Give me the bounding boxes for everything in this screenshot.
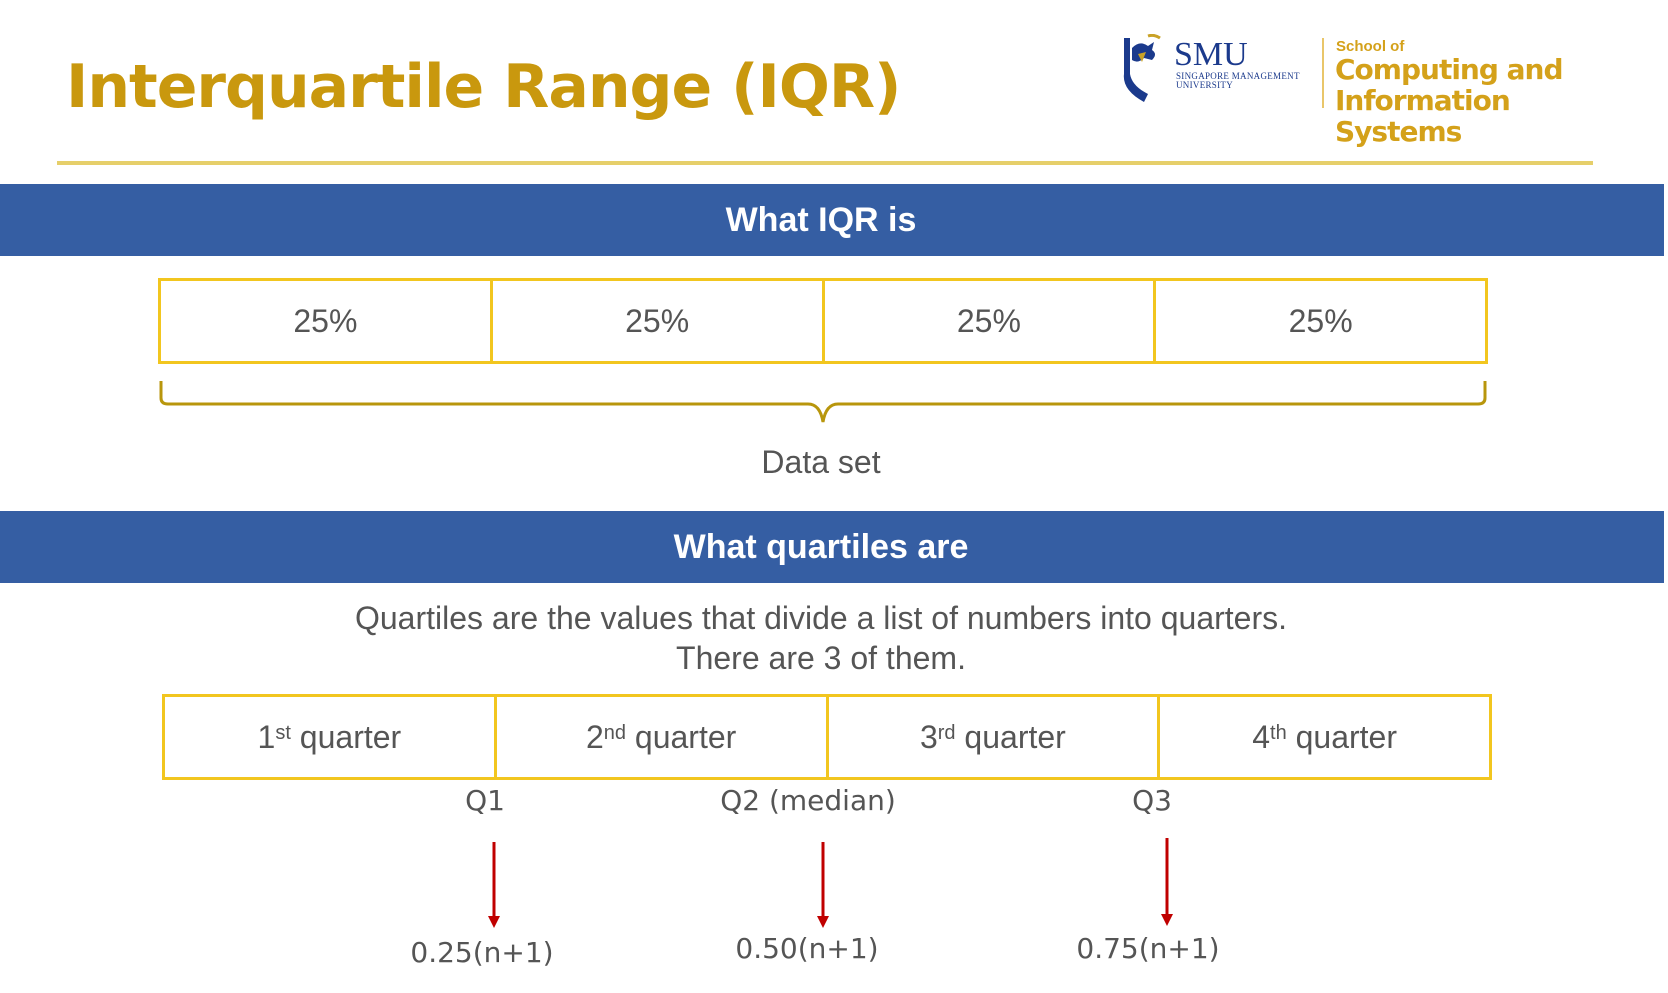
page-title: Interquartile Range (IQR) (66, 52, 901, 122)
iqr-section-header: What IQR is (0, 184, 1664, 256)
quarter-suffix: th (1270, 721, 1287, 744)
q1-label: Q1 (465, 784, 505, 817)
iqr-segment: 25% (489, 281, 822, 361)
quarter-word: quarter (1295, 718, 1397, 755)
quarter-suffix: nd (603, 721, 626, 744)
dataset-brace (159, 381, 1487, 423)
smu-lion-crest-icon (1123, 34, 1161, 102)
quarter-number: 3 (919, 718, 938, 755)
quarter-number: 4 (1252, 718, 1271, 755)
q3-down-arrow-icon (1161, 838, 1173, 926)
quarter-number: 2 (585, 718, 604, 755)
quarter-suffix: rd (937, 721, 956, 744)
title-underline (57, 161, 1593, 165)
q2-formula: 0.50(n+1) (735, 932, 879, 965)
school-of-label: School of (1336, 38, 1405, 55)
dataset-label: Data set (761, 444, 881, 480)
q2-median-label: Q2 (median) (720, 784, 896, 817)
quarter-word: quarter (299, 718, 402, 755)
iqr-segments-row: 25% 25% 25% 25% (158, 278, 1488, 364)
q2-down-arrow-icon (817, 842, 829, 928)
quarter-number: 1 (257, 718, 276, 755)
iqr-segment: 25% (821, 281, 1154, 361)
quartiles-description-line2: There are 3 of them. (676, 640, 966, 676)
school-name-line2: Information Systems (1335, 84, 1511, 148)
smu-subtitle-line1: SINGAPORE MANAGEMENT (1176, 71, 1300, 81)
smu-wordmark: SMU (1174, 36, 1248, 73)
logo-divider (1322, 38, 1324, 108)
quartiles-description-line1: Quartiles are the values that divide a l… (354, 600, 1288, 636)
quarter-word: quarter (634, 718, 737, 755)
iqr-segment: 25% (293, 302, 358, 339)
school-name: Computing and Information Systems (1335, 54, 1598, 147)
smu-subtitle-line2: UNIVERSITY (1176, 80, 1233, 90)
quartiles-section-header: What quartiles are (0, 511, 1664, 583)
smu-logo: SMU SINGAPORE MANAGEMENT UNIVERSITY Scho… (1118, 26, 1598, 147)
quarter-word: quarter (964, 718, 1066, 755)
q3-label: Q3 (1132, 784, 1172, 817)
iqr-segment: 25% (1153, 281, 1485, 361)
q1-formula: 0.25(n+1) (410, 936, 554, 969)
smu-subtitle: SINGAPORE MANAGEMENT UNIVERSITY (1176, 72, 1316, 90)
q1-down-arrow-icon (488, 842, 500, 928)
q3-formula: 0.75(n+1) (1076, 932, 1220, 965)
quarter-suffix: st (275, 721, 291, 744)
school-name-line1: Computing and (1335, 53, 1564, 86)
